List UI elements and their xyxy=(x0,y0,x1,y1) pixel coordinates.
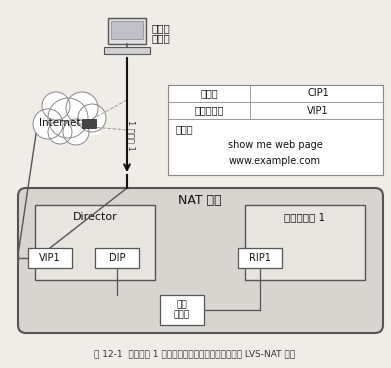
Text: 客户端: 客户端 xyxy=(152,23,171,33)
Bar xyxy=(160,295,204,325)
Bar xyxy=(104,47,150,54)
Text: NAT 集群: NAT 集群 xyxy=(178,194,222,206)
Bar xyxy=(95,248,139,268)
Text: show me web page: show me web page xyxy=(228,140,322,150)
Text: 目的地地址: 目的地地址 xyxy=(194,106,224,116)
Bar xyxy=(245,205,365,280)
Text: 迷你
集线器: 迷你 集线器 xyxy=(174,300,190,320)
Text: VIP1: VIP1 xyxy=(39,253,61,263)
Circle shape xyxy=(48,98,88,138)
Circle shape xyxy=(42,92,70,120)
Text: RIP1: RIP1 xyxy=(249,253,271,263)
Bar xyxy=(35,205,155,280)
Bar xyxy=(168,85,383,175)
Text: DIP: DIP xyxy=(109,253,125,263)
Bar xyxy=(111,21,143,39)
Circle shape xyxy=(33,109,63,139)
Text: 图 12-1  在数据包 1 中，客户端计算机发送一个请求给 LVS-NAT 集群: 图 12-1 在数据包 1 中，客户端计算机发送一个请求给 LVS-NAT 集群 xyxy=(95,350,296,358)
Circle shape xyxy=(66,92,98,124)
Circle shape xyxy=(63,119,89,145)
Circle shape xyxy=(48,120,72,144)
Bar xyxy=(82,119,96,128)
Bar xyxy=(36,117,100,135)
Text: Director: Director xyxy=(73,212,117,222)
Text: 真实服务器 1: 真实服务器 1 xyxy=(284,212,326,222)
Text: 计算机: 计算机 xyxy=(152,33,171,43)
Text: 1 包数据 1: 1 包数据 1 xyxy=(127,120,136,151)
FancyBboxPatch shape xyxy=(18,188,383,333)
Bar xyxy=(238,248,282,268)
Text: 源地址: 源地址 xyxy=(200,88,218,99)
Text: www.example.com: www.example.com xyxy=(229,156,321,166)
Text: 内容：: 内容： xyxy=(176,124,194,134)
Text: CIP1: CIP1 xyxy=(307,88,329,99)
Bar xyxy=(108,18,146,44)
Text: Internet: Internet xyxy=(39,118,81,128)
Text: VIP1: VIP1 xyxy=(307,106,329,116)
Circle shape xyxy=(78,104,106,132)
Bar xyxy=(28,248,72,268)
